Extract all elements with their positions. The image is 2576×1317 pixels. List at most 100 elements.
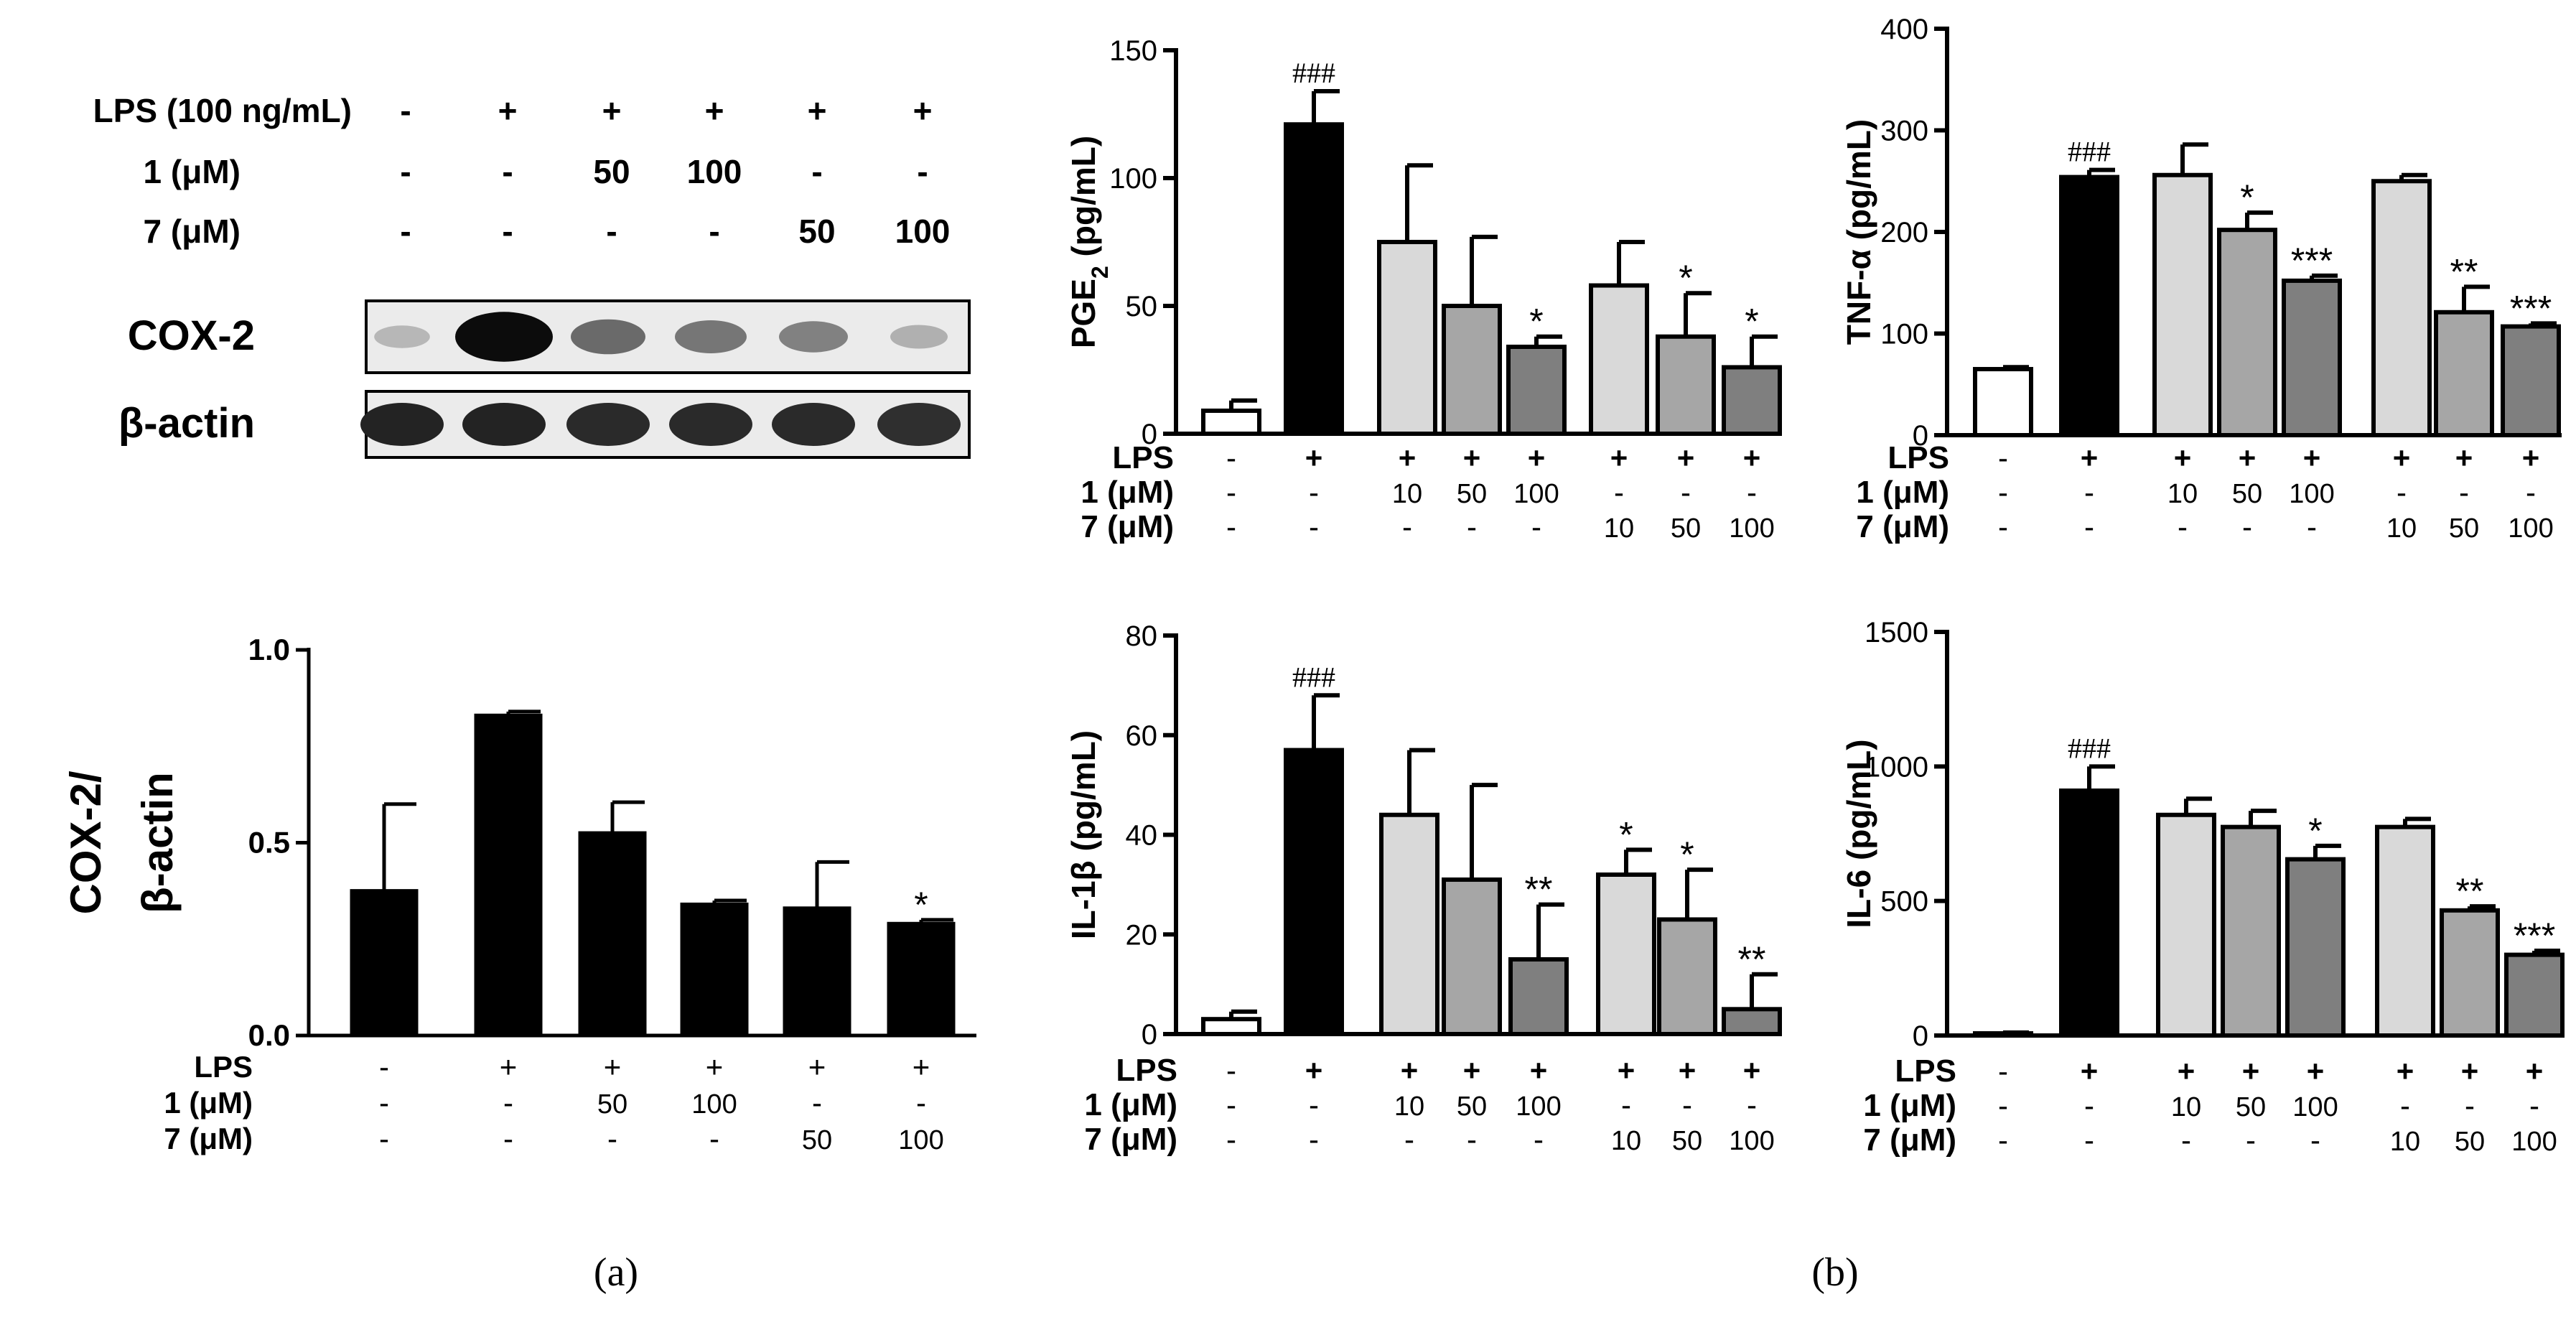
condition-label: 1 (μM) <box>1863 1088 1956 1123</box>
condition-cell: - <box>1534 1122 1544 1156</box>
bar <box>2217 228 2277 437</box>
blot-band <box>455 312 553 362</box>
condition-label: LPS <box>1887 440 1949 475</box>
condition-cell: - <box>1226 475 1236 509</box>
bar <box>2434 310 2494 437</box>
bar <box>1201 1017 1261 1036</box>
bar <box>1506 344 1567 436</box>
bar <box>2152 172 2213 437</box>
condition-cell: - <box>2400 1089 2410 1122</box>
significance-mark: *** <box>2514 916 2555 956</box>
condition-cell: - <box>1998 510 2008 544</box>
condition-cell: - <box>2178 510 2188 544</box>
condition-cell: - <box>1621 1088 1631 1122</box>
bar <box>1508 957 1569 1036</box>
condition-label: LPS <box>194 1050 253 1084</box>
condition-cell: - <box>2529 1089 2539 1122</box>
condition-cell: - <box>1309 1088 1319 1122</box>
y-axis-label: COX-2/ <box>62 771 110 914</box>
condition-cell: - <box>2307 510 2317 544</box>
condition-cell: 50 <box>2236 1092 2266 1122</box>
condition-cell: - <box>2084 510 2094 544</box>
significance-mark: ### <box>2068 136 2111 168</box>
blot-cell: - <box>709 213 719 250</box>
y-axis-label-line2: β-actin <box>134 772 182 913</box>
condition-label: 1 (μM) <box>164 1086 253 1120</box>
condition-cell: + <box>2455 441 2473 475</box>
significance-mark: * <box>1529 302 1543 342</box>
bar <box>1379 812 1439 1036</box>
bar <box>2221 824 2281 1038</box>
bar <box>1201 408 1261 437</box>
condition-cell: + <box>2307 1054 2325 1088</box>
condition-cell: - <box>1998 1123 2008 1157</box>
condition-cell: + <box>1743 1053 1761 1087</box>
y-tick-label: 20 <box>1126 919 1158 951</box>
condition-cell: + <box>604 1050 622 1084</box>
bar <box>474 713 543 1038</box>
y-tick-label: 500 <box>1880 886 1928 918</box>
bar <box>2059 788 2119 1038</box>
condition-cell: + <box>1743 441 1761 475</box>
condition-label: 7 (μM) <box>164 1122 253 1155</box>
condition-cell: 50 <box>2449 513 2479 544</box>
condition-cell: - <box>1681 475 1691 509</box>
condition-cell: - <box>2246 1123 2256 1157</box>
y-tick-label: 1000 <box>1865 751 1928 783</box>
bar <box>1656 334 1716 436</box>
y-tick-label: 60 <box>1126 720 1158 752</box>
condition-cell: + <box>1610 441 1628 475</box>
panel-label-a: (a) <box>594 1250 638 1295</box>
condition-cell: - <box>2526 475 2536 509</box>
blot-cell: 100 <box>895 213 951 250</box>
condition-cell: 100 <box>1729 1126 1774 1156</box>
blot-band <box>462 403 546 446</box>
condition-cell: 100 <box>2511 1127 2557 1157</box>
condition-cell: + <box>2178 1054 2195 1088</box>
condition-cell: + <box>1528 441 1546 475</box>
blot-cell: - <box>502 153 513 190</box>
condition-cell: 50 <box>1671 513 1701 544</box>
significance-mark: ** <box>2450 251 2478 292</box>
condition-cell: 100 <box>1513 479 1559 509</box>
blot-row-label: 1 (μM) <box>144 153 241 190</box>
blot-band <box>675 320 747 353</box>
y-tick-label: 400 <box>1880 14 1928 45</box>
blot-cell: - <box>400 92 411 129</box>
y-tick-label: 40 <box>1126 820 1158 852</box>
condition-cell: 10 <box>1394 1092 1424 1122</box>
bar <box>1589 283 1649 436</box>
condition-cell: + <box>1463 441 1481 475</box>
y-tick-label: 0.5 <box>248 826 290 860</box>
condition-cell: - <box>1226 441 1236 475</box>
condition-cell: - <box>379 1122 389 1155</box>
condition-cell: + <box>2081 1054 2099 1088</box>
bar <box>2440 908 2500 1038</box>
blot-band-label: β-actin <box>118 400 255 447</box>
condition-cell: - <box>1531 510 1541 544</box>
condition-label: 7 (μM) <box>1081 509 1174 544</box>
bar <box>1442 304 1502 436</box>
y-axis-label: IL-1β (pg/mL) <box>1065 730 1102 939</box>
bar <box>578 831 647 1038</box>
condition-label: 7 (μM) <box>1084 1122 1177 1157</box>
bar <box>1377 240 1437 436</box>
significance-mark: ### <box>1292 57 1335 89</box>
condition-cell: - <box>1682 1088 1692 1122</box>
condition-cell: - <box>1614 475 1624 509</box>
bar <box>2059 174 2119 437</box>
condition-cell: 10 <box>2171 1092 2201 1122</box>
condition-cell: + <box>2242 1054 2260 1088</box>
condition-cell: - <box>1747 475 1757 509</box>
condition-cell: - <box>503 1086 513 1120</box>
bar <box>2375 824 2435 1038</box>
condition-cell: - <box>1747 1088 1757 1122</box>
condition-cell: + <box>913 1050 930 1084</box>
bar <box>2285 857 2346 1038</box>
y-tick-label: 100 <box>1880 319 1928 350</box>
condition-cell: - <box>1467 510 1477 544</box>
condition-cell: - <box>1402 510 1412 544</box>
blot-cell: + <box>498 92 518 129</box>
condition-cell: + <box>2526 1054 2544 1088</box>
